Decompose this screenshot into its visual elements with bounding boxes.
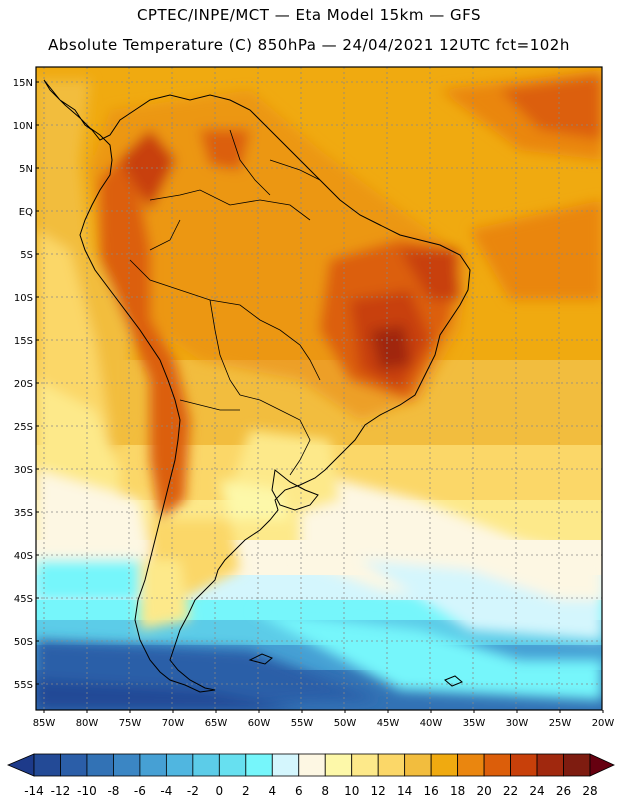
lat-label: 15S	[14, 336, 33, 347]
lon-label: 35W	[463, 718, 486, 729]
lat-label: 25S	[14, 422, 33, 433]
lon-label: 80W	[76, 718, 99, 729]
lon-label: 30W	[506, 718, 529, 729]
lat-label: 20S	[14, 379, 33, 390]
colorbar-label: -14	[24, 784, 44, 798]
colorbar-label: 18	[450, 784, 465, 798]
coastline	[43, 79, 471, 693]
colorbar-swatch	[457, 753, 485, 777]
colorbar-label: 0	[216, 784, 224, 798]
colorbar-label: -2	[187, 784, 199, 798]
colorbar-swatch	[139, 753, 167, 777]
lat-label: 45S	[14, 594, 33, 605]
colorbar-swatch	[60, 753, 88, 777]
colorbar-swatch	[165, 753, 194, 777]
lon-label: 40W	[420, 718, 443, 729]
colorbar-label: 20	[476, 784, 491, 798]
colorbar-label: 4	[268, 784, 276, 798]
colorbar-swatch	[563, 753, 591, 777]
temperature-field	[36, 67, 602, 710]
colorbar-labels: -14 -12 -10 -8 -6 -4 -2 0 2 4 6 8 10 12 14 16 18 20 22 24 26…	[24, 784, 597, 798]
colorbar-label: -8	[107, 784, 119, 798]
colorbar-low-arrow	[6, 753, 35, 777]
lat-label: 5N	[19, 164, 33, 175]
colorbar-swatch	[430, 753, 459, 777]
colorbar-swatch	[536, 753, 564, 777]
title-line-1: CPTEC/INPE/MCT — Eta Model 15km — GFS	[136, 6, 482, 24]
lat-label: 40S	[14, 551, 33, 562]
colorbar-label: -6	[134, 784, 146, 798]
colorbar-swatch	[324, 753, 353, 777]
title-line-2: Absolute Temperature (C) 850hPa — 24/04/…	[48, 36, 570, 54]
lat-label: 35S	[14, 508, 33, 519]
colorbar-label: 26	[556, 784, 571, 798]
colorbar-label: -10	[77, 784, 97, 798]
colorbar-label: -4	[160, 784, 172, 798]
colorbar-swatch	[113, 753, 141, 777]
latitude-labels: 15N 10N 5N EQ 5S 10S 15S 20S 25S 30S 35S 40S 45S 50S 5…	[13, 78, 39, 691]
colorbar-swatch	[192, 753, 220, 777]
colorbar-swatch	[298, 753, 326, 777]
lat-label: 30S	[14, 465, 33, 476]
lon-label: 70W	[162, 718, 185, 729]
colorbar-label: 8	[321, 784, 329, 798]
lat-label: 10S	[14, 293, 33, 304]
colorbar-label: 22	[503, 784, 518, 798]
colorbar-swatch	[377, 753, 406, 777]
colorbar-swatch	[271, 753, 300, 777]
lat-label: 50S	[14, 637, 33, 648]
colorbar-swatch	[510, 753, 538, 777]
lon-label: 85W	[33, 718, 56, 729]
colorbar-label: 12	[371, 784, 386, 798]
graticule	[36, 67, 602, 710]
lon-label: 50W	[334, 718, 357, 729]
colorbar-label: 28	[582, 784, 597, 798]
lon-label: 60W	[248, 718, 271, 729]
colorbar-swatch	[404, 753, 432, 777]
colorbar-label: 6	[295, 784, 303, 798]
lat-label: 15N	[13, 78, 33, 89]
colorbar-high-arrow	[589, 753, 615, 777]
colorbar-label: -12	[51, 784, 71, 798]
map-frame	[35, 66, 603, 711]
lon-label: 65W	[205, 718, 228, 729]
lat-label: 55S	[14, 680, 33, 691]
colorbar-swatch	[351, 753, 379, 777]
longitude-labels: 85W 80W 75W 70W 65W 60W 55W 50W 45W 40W 35W 30W 25W 2…	[33, 710, 615, 729]
lat-label: 5S	[20, 250, 33, 261]
lat-label: 10N	[13, 121, 33, 132]
colorbar-label: 2	[242, 784, 250, 798]
colorbar-swatch	[218, 753, 247, 777]
colorbar-label: 10	[344, 784, 359, 798]
colorbar-swatch	[245, 753, 273, 777]
colorbar-label: 14	[397, 784, 412, 798]
lon-label: 55W	[291, 718, 314, 729]
country-borders	[129, 129, 321, 476]
colorbar-swatch	[483, 753, 511, 777]
colorbar-swatch	[33, 753, 61, 777]
lon-label: 25W	[549, 718, 572, 729]
colorbar-label: 24	[529, 784, 544, 798]
lon-label: 75W	[119, 718, 142, 729]
lon-label: 20W	[592, 718, 615, 729]
colorbar-label: 16	[424, 784, 439, 798]
colorbar	[6, 753, 615, 777]
colorbar-swatch	[86, 753, 114, 777]
lon-label: 45W	[377, 718, 400, 729]
lat-label: EQ	[19, 207, 33, 218]
